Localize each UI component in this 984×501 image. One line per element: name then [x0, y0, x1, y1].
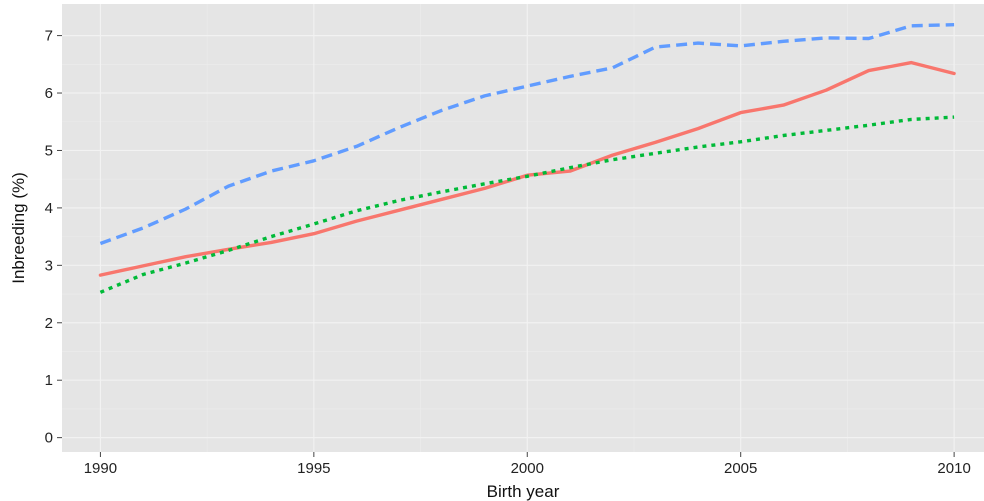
y-tick-label: 7	[45, 28, 53, 45]
series-layer	[98, 23, 956, 294]
x-axis-ticks: 1990 1995 2000 2005 2010	[84, 452, 971, 477]
x-tick-label: 2010	[937, 460, 970, 477]
plot-background	[62, 4, 984, 452]
x-tick-label: 2005	[724, 460, 757, 477]
y-tick-label: 4	[45, 200, 53, 217]
y-tick-label: 5	[45, 142, 53, 159]
y-axis-title: Inbreeding (%)	[9, 172, 28, 284]
major-gridlines	[62, 4, 984, 452]
x-tick-label: 2000	[511, 460, 544, 477]
series-line-3-dotted	[99, 115, 955, 294]
x-tick-label: 1990	[84, 460, 117, 477]
y-tick-label: 0	[45, 430, 53, 447]
y-tick-label: 2	[45, 315, 53, 332]
minor-gridlines	[62, 4, 984, 452]
y-axis-ticks: 0 1 2 3 4 5 6 7	[45, 28, 62, 447]
series-line-2-dashed	[99, 23, 955, 246]
y-tick-label: 1	[45, 372, 53, 389]
y-tick-label: 6	[45, 85, 53, 102]
x-tick-label: 1995	[297, 460, 330, 477]
y-tick-label: 3	[45, 257, 53, 274]
x-axis-title: Birth year	[487, 482, 560, 501]
